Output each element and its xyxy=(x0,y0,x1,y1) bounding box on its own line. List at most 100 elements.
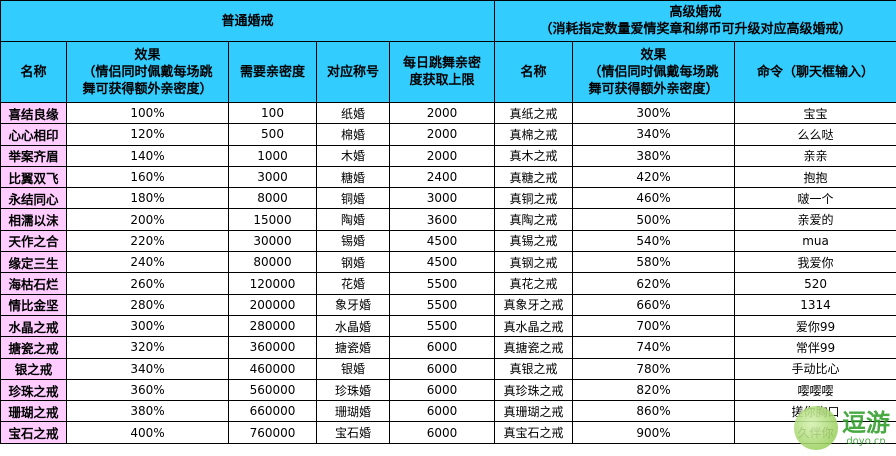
table-row: 心心相印 120% 500 棉婚 2000 真棉之戒 340% 么么哒 xyxy=(0,123,896,146)
cell-name: 搪瓷之戒 xyxy=(0,336,67,359)
normal-ring-header: 普通婚戒 xyxy=(0,0,496,42)
cell-effect: 200% xyxy=(66,208,229,231)
table-row: 水晶之戒 300% 280000 水晶婚 5500 真水晶之戒 700% 爱你99 xyxy=(0,314,896,338)
col-effect-line3: 舞可获得额外亲密度） xyxy=(82,81,213,97)
cell-name: 永结同心 xyxy=(0,187,67,210)
cell-daily: 5500 xyxy=(388,293,496,316)
cell-daily: 2400 xyxy=(388,165,496,189)
cell-daily: 6000 xyxy=(388,378,496,402)
cell-adv-effect: 300% xyxy=(572,101,736,125)
cell-command: 爱你99 xyxy=(734,314,896,338)
cell-adv-name: 真纸之戒 xyxy=(494,101,574,125)
advanced-ring-title: 高级婚戒 xyxy=(669,5,722,20)
cell-adv-effect: 580% xyxy=(572,251,736,274)
cell-effect: 160% xyxy=(66,165,229,189)
table-row: 珍珠之戒 360% 560000 珍珠婚 6000 真珍珠之戒 820% 嘤嘤嘤 xyxy=(0,378,896,402)
cell-daily: 6000 xyxy=(388,400,496,423)
cell-title: 钢婚 xyxy=(316,251,390,274)
cell-adv-effect: 900% xyxy=(572,421,736,444)
cell-adv-effect: 740% xyxy=(572,336,736,359)
col-effect-line2: （情侣同时佩戴每场跳 xyxy=(82,64,213,80)
cell-intimacy: 360000 xyxy=(228,336,317,359)
cell-adv-name: 真水晶之戒 xyxy=(494,314,574,338)
table-row: 情比金坚 280% 200000 象牙婚 5500 真象牙之戒 660% 1314 xyxy=(0,293,896,316)
cell-name: 珍珠之戒 xyxy=(0,378,67,402)
table-row: 海枯石烂 260% 120000 花婚 5500 真花之戒 620% 520 xyxy=(0,272,896,295)
advanced-ring-subtitle: （消耗指定数量爱情奖章和绑币可升级对应高级婚戒） xyxy=(539,22,852,37)
cell-effect: 400% xyxy=(66,421,229,444)
cell-intimacy: 500 xyxy=(228,123,317,146)
cell-adv-name: 真珍珠之戒 xyxy=(494,378,574,402)
table-row: 相濡以沫 200% 15000 陶婚 3600 真陶之戒 500% 亲爱的 xyxy=(0,208,896,231)
cell-intimacy: 30000 xyxy=(228,229,317,253)
table-row: 缘定三生 240% 80000 钢婚 4500 真钢之戒 580% 我爱你 xyxy=(0,251,896,274)
cell-title: 铜婚 xyxy=(316,187,390,210)
cell-command: 宝宝 xyxy=(734,101,896,125)
cell-intimacy: 100 xyxy=(228,101,317,125)
cell-command: 520 xyxy=(734,272,896,295)
cell-adv-effect: 380% xyxy=(572,144,736,167)
cell-intimacy: 760000 xyxy=(228,421,317,444)
cell-effect: 380% xyxy=(66,400,229,423)
cell-title: 珊瑚婚 xyxy=(316,400,390,423)
cell-daily: 4500 xyxy=(388,251,496,274)
cell-effect: 240% xyxy=(66,251,229,274)
cell-name: 水晶之戒 xyxy=(0,314,67,338)
cell-command: 亲爱的 xyxy=(734,208,896,231)
cell-daily: 3600 xyxy=(388,208,496,231)
watermark-name: 逗游 xyxy=(842,408,890,437)
cell-daily: 2000 xyxy=(388,123,496,146)
cell-title: 木婚 xyxy=(316,144,390,167)
cell-name: 相濡以沫 xyxy=(0,208,67,231)
cell-name: 缘定三生 xyxy=(0,251,67,274)
cell-title: 锡婚 xyxy=(316,229,390,253)
cell-adv-name: 真糖之戒 xyxy=(494,165,574,189)
cell-adv-effect: 820% xyxy=(572,378,736,402)
col-intimacy: 需要亲密度 xyxy=(228,41,317,103)
cell-adv-effect: 460% xyxy=(572,187,736,210)
table-row: 喜结良缘 100% 100 纸婚 2000 真纸之戒 300% 宝宝 xyxy=(0,101,896,125)
cell-intimacy: 15000 xyxy=(228,208,317,231)
cell-adv-name: 真铜之戒 xyxy=(494,187,574,210)
cell-adv-name: 真宝石之戒 xyxy=(494,421,574,444)
col-daily-line2: 度获取上限 xyxy=(409,73,475,88)
doyo-watermark: 逗游 doyo.cn xyxy=(794,406,890,450)
cell-title: 纸婚 xyxy=(316,101,390,125)
cell-command: 啵一个 xyxy=(734,187,896,210)
cell-command: 1314 xyxy=(734,293,896,316)
cell-name: 天作之合 xyxy=(0,229,67,253)
cell-intimacy: 280000 xyxy=(228,314,317,338)
cell-daily: 5500 xyxy=(388,314,496,338)
table-row: 天作之合 220% 30000 锡婚 4500 真锡之戒 540% mua xyxy=(0,229,896,253)
cell-adv-effect: 420% xyxy=(572,165,736,189)
cell-daily: 6000 xyxy=(388,421,496,444)
cell-name: 珊瑚之戒 xyxy=(0,400,67,423)
col-effect-line1: 效果 xyxy=(134,47,161,63)
cell-effect: 260% xyxy=(66,272,229,295)
cell-command: 抱抱 xyxy=(734,165,896,189)
cell-adv-effect: 500% xyxy=(572,208,736,231)
col-adv-effect-line3: 舞可获得额外亲密度） xyxy=(588,81,719,97)
wedding-ring-table: 普通婚戒 高级婚戒 （消耗指定数量爱情奖章和绑币可升级对应高级婚戒） 名称 效果… xyxy=(0,0,896,444)
cell-daily: 2000 xyxy=(388,144,496,167)
cell-daily: 6000 xyxy=(388,336,496,359)
table-row: 永结同心 180% 8000 铜婚 3000 真铜之戒 460% 啵一个 xyxy=(0,187,896,210)
cell-daily: 5500 xyxy=(388,272,496,295)
cell-title: 银婚 xyxy=(316,357,390,380)
cell-name: 宝石之戒 xyxy=(0,421,67,444)
cell-name: 举案齐眉 xyxy=(0,144,67,167)
cell-effect: 280% xyxy=(66,293,229,316)
cell-effect: 140% xyxy=(66,144,229,167)
col-daily-cap: 每日跳舞亲密 度获取上限 xyxy=(388,41,496,103)
cell-intimacy: 8000 xyxy=(228,187,317,210)
cell-title: 陶婚 xyxy=(316,208,390,231)
cell-intimacy: 1000 xyxy=(228,144,317,167)
table-row: 比翼双飞 160% 3000 糖婚 2400 真糖之戒 420% 抱抱 xyxy=(0,165,896,189)
cell-name: 喜结良缘 xyxy=(0,101,67,125)
cell-title: 花婚 xyxy=(316,272,390,295)
doyo-logo-icon xyxy=(794,406,838,450)
cell-adv-effect: 540% xyxy=(572,229,736,253)
cell-command: 常伴99 xyxy=(734,336,896,359)
table-row: 搪瓷之戒 320% 360000 搪瓷婚 6000 真搪瓷之戒 740% 常伴99 xyxy=(0,336,896,359)
